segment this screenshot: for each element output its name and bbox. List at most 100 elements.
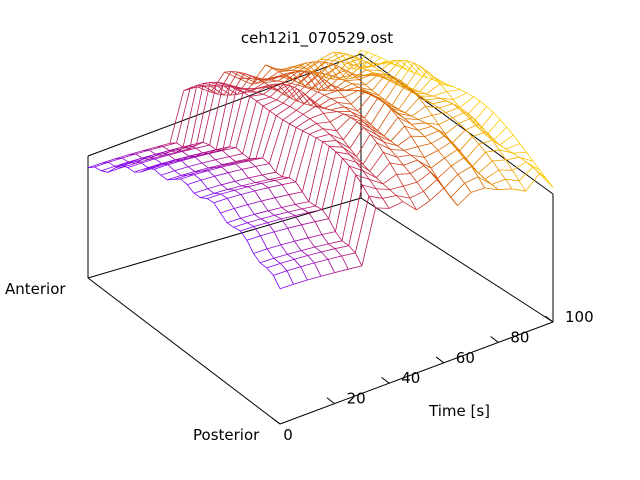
- mesh-segment: [464, 143, 480, 160]
- mesh-segment: [289, 92, 304, 107]
- mesh-segment: [338, 66, 353, 79]
- mesh-segment: [220, 189, 235, 195]
- mesh-segment: [169, 90, 184, 144]
- mesh-segment: [147, 163, 162, 168]
- time-tick-mark: [435, 356, 445, 364]
- mesh-segment: [135, 159, 149, 164]
- mesh-segment: [255, 163, 270, 167]
- time-tick-mark: [326, 397, 335, 404]
- posterior-label: Posterior: [193, 426, 260, 444]
- mesh-segment: [424, 130, 439, 137]
- mesh-segment: [247, 218, 262, 224]
- mesh-segment: [349, 127, 364, 149]
- mesh-segment: [253, 248, 268, 254]
- mesh-segment: [327, 255, 342, 260]
- mesh-segment: [287, 250, 302, 255]
- mesh-segment: [375, 207, 390, 209]
- mesh-segment: [141, 158, 156, 164]
- mesh-segment: [168, 151, 183, 156]
- mesh-segment: [275, 123, 290, 173]
- mesh-segment: [390, 125, 405, 142]
- mesh-segment: [389, 162, 404, 166]
- mesh-segment: [187, 170, 202, 176]
- mesh-segment: [416, 171, 431, 183]
- mesh-segment: [311, 72, 326, 91]
- mesh-segment: [472, 131, 487, 137]
- box-back-top-edge: [87, 53, 362, 157]
- mesh-segment: [453, 92, 468, 100]
- mesh-segment: [227, 185, 242, 190]
- mesh-segment: [403, 146, 418, 151]
- mesh-segment: [281, 204, 296, 208]
- mesh-segment: [419, 65, 435, 81]
- mesh-segment: [114, 161, 129, 167]
- mesh-segment: [167, 175, 182, 181]
- mesh-segment: [512, 152, 527, 154]
- mesh-segment: [180, 174, 195, 180]
- mesh-segment: [290, 71, 306, 84]
- mesh-time-line: [224, 71, 417, 211]
- mesh-segment: [267, 207, 282, 212]
- mesh-segment: [323, 111, 338, 114]
- mesh-segment: [426, 83, 441, 95]
- mesh-segment: [288, 191, 303, 196]
- mesh-segment: [128, 150, 143, 155]
- time-tick-mark: [272, 417, 281, 425]
- mesh-segment: [308, 209, 323, 213]
- mesh-segment: [282, 127, 297, 177]
- mesh-time-line: [360, 49, 554, 188]
- mesh-segment: [385, 74, 400, 87]
- box-floor-front-edge: [279, 321, 554, 425]
- mesh-segment: [283, 83, 298, 102]
- mesh-segment: [209, 82, 224, 87]
- mesh-segment: [167, 160, 182, 166]
- mesh-segment: [269, 102, 284, 112]
- mesh-segment: [343, 106, 358, 112]
- mesh-segment: [346, 58, 361, 64]
- mesh-segment: [292, 62, 307, 71]
- mesh-segment: [288, 130, 304, 178]
- mesh-time-line: [142, 148, 335, 273]
- mesh-segment: [242, 100, 257, 154]
- mesh-segment: [505, 156, 520, 161]
- mesh-segment: [306, 59, 321, 70]
- mesh-segment: [450, 156, 466, 167]
- mesh-segment: [284, 71, 299, 83]
- mesh-segment: [281, 181, 296, 186]
- mesh-segment: [173, 174, 188, 180]
- mesh-segment: [203, 83, 218, 87]
- mesh-segment: [477, 176, 492, 185]
- mesh-segment: [348, 184, 363, 246]
- mesh-segment: [382, 195, 397, 199]
- mesh-segment: [356, 134, 371, 157]
- mesh-segment: [233, 204, 248, 209]
- mesh-segment: [404, 118, 419, 120]
- mesh-segment: [432, 100, 447, 105]
- mesh-segment: [121, 163, 136, 168]
- mesh-segment: [354, 196, 370, 253]
- mesh-segment: [162, 151, 177, 157]
- mesh-segment: [230, 71, 245, 79]
- mesh-segment: [403, 181, 418, 187]
- mesh-segment: [417, 142, 432, 147]
- mesh-segment: [180, 171, 195, 176]
- mesh-segment: [406, 65, 421, 87]
- mesh-segment: [429, 187, 445, 201]
- mesh-segment: [160, 170, 175, 176]
- mesh-segment: [248, 183, 262, 188]
- mesh-segment: [289, 85, 305, 104]
- mesh-segment: [466, 100, 481, 116]
- mesh-segment: [256, 84, 271, 93]
- mesh-segment: [148, 152, 163, 157]
- mesh-segment: [154, 164, 169, 170]
- mesh-segment: [338, 83, 353, 91]
- mesh-segment: [465, 111, 481, 130]
- mesh-segment: [287, 224, 302, 229]
- mesh-segment: [240, 190, 255, 195]
- mesh-segment: [376, 142, 391, 150]
- mesh-segment: [411, 122, 426, 125]
- mesh-segment: [336, 117, 351, 132]
- time-tick-label: 80: [510, 328, 529, 346]
- mesh-segment: [396, 173, 411, 175]
